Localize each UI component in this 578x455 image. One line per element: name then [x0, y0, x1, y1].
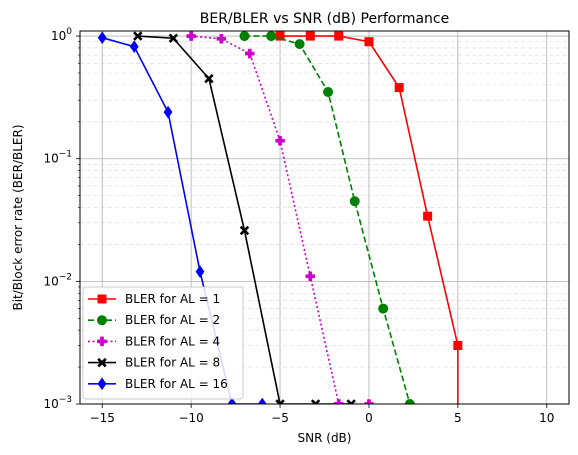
legend-label: BLER for AL = 2: [125, 313, 220, 327]
data-point: [453, 340, 463, 350]
series-line: [102, 36, 263, 404]
x-tick-label: −15: [90, 411, 115, 425]
x-axis-label: SNR (dB): [298, 431, 352, 445]
data-point: [305, 271, 316, 282]
series-5: [97, 31, 267, 404]
y-axis-label: Bit/Block error rate (BER/BLER): [11, 124, 25, 310]
data-point: [97, 31, 107, 45]
x-tick-label: 0: [365, 411, 373, 425]
legend-label: BLER for AL = 1: [125, 292, 220, 306]
axes-frame: [79, 30, 570, 405]
legend-entry: BLER for AL = 4: [88, 334, 220, 348]
data-point: [227, 397, 237, 404]
data-point: [129, 40, 139, 54]
data-point: [378, 303, 389, 314]
x-tick-label: −10: [178, 411, 203, 425]
series-3: [186, 31, 374, 404]
x-tick-label: −5: [271, 411, 289, 425]
data-point: [275, 399, 285, 404]
data-point: [334, 31, 344, 41]
legend-label: BLER for AL = 16: [125, 377, 228, 391]
legend: BLER for AL = 1 BLER for AL = 2 BLER for A…: [82, 286, 244, 400]
data-point: [168, 33, 179, 43]
data-point: [310, 399, 321, 404]
data-point: [216, 34, 227, 44]
x-tick-label: 10: [539, 411, 554, 425]
plot-layer: [97, 31, 463, 404]
data-point: [266, 31, 277, 42]
legend-entry: BLER for AL = 2: [88, 313, 220, 327]
x-tick-label: 5: [454, 411, 462, 425]
data-point: [163, 105, 173, 119]
series-1: [275, 31, 463, 404]
data-point: [323, 86, 334, 97]
data-point: [294, 39, 305, 50]
data-point: [239, 31, 250, 42]
data-point: [275, 136, 285, 146]
data-point: [186, 31, 196, 41]
data-point: [364, 399, 374, 404]
legend-entry: BLER for AL = 1: [88, 292, 220, 306]
legend-marker: [97, 377, 107, 391]
legend-box: [82, 286, 244, 400]
data-point: [257, 397, 267, 404]
data-point: [204, 73, 214, 84]
legend-marker: [97, 336, 107, 347]
data-point: [195, 265, 205, 279]
legend-marker: [97, 357, 107, 368]
legend-marker: [97, 294, 107, 304]
series-4: [133, 31, 356, 404]
legend-marker: [97, 315, 107, 326]
data-point: [245, 48, 255, 59]
data-point: [404, 399, 415, 404]
legend-entry: BLER for AL = 16: [88, 377, 228, 391]
legend-label: BLER for AL = 4: [125, 334, 220, 348]
series-line: [280, 35, 459, 404]
data-point: [305, 31, 315, 41]
data-point: [346, 399, 356, 404]
data-point: [349, 196, 360, 207]
data-point: [423, 211, 433, 221]
data-point: [333, 399, 344, 404]
series-2: [239, 31, 415, 404]
data-point: [364, 37, 374, 47]
chart-title: BER/BLER vs SNR (dB) Performance: [200, 11, 449, 27]
data-point: [239, 225, 250, 236]
legend-label: BLER for AL = 8: [125, 356, 220, 370]
data-point: [133, 31, 143, 41]
legend-entry: BLER for AL = 8: [88, 356, 220, 370]
data-point: [394, 83, 404, 93]
